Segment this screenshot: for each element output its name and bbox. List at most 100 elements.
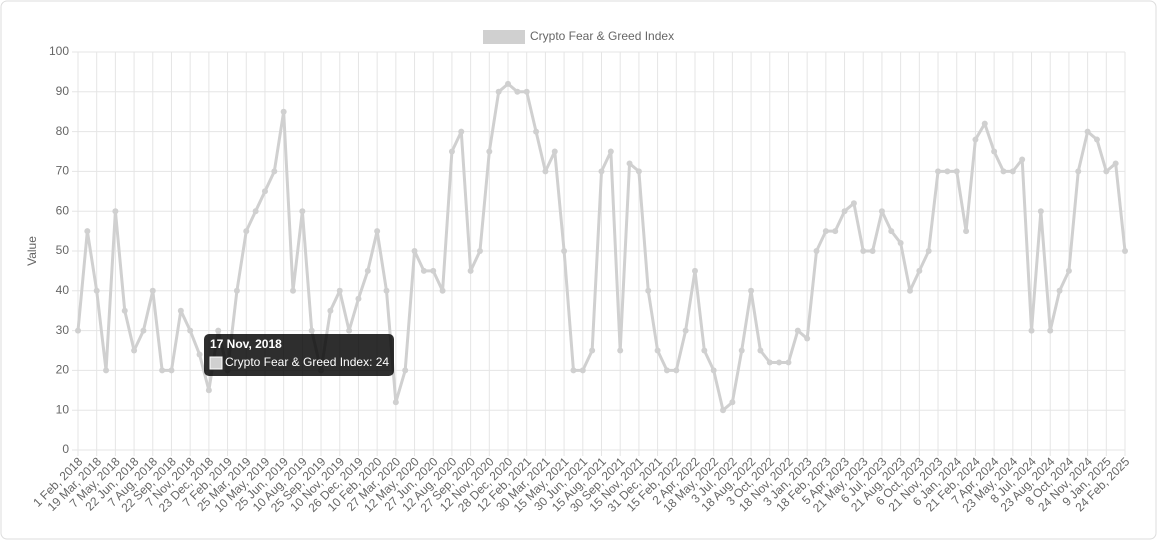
tooltip: 17 Nov, 2018 Crypto Fear & Greed Index: 2…	[204, 334, 394, 376]
tooltip-text: Crypto Fear & Greed Index: 24	[225, 355, 389, 369]
data-point	[598, 168, 605, 175]
data-point	[654, 347, 661, 354]
data-point	[103, 367, 110, 374]
data-point	[252, 208, 259, 215]
data-point	[523, 88, 530, 95]
data-point	[448, 148, 455, 155]
data-point	[420, 267, 427, 274]
data-point	[140, 327, 147, 334]
data-point	[906, 287, 913, 294]
data-point	[327, 307, 334, 314]
y-tick-label: 30	[56, 323, 70, 337]
data-point	[392, 399, 399, 406]
y-tick-label: 90	[56, 84, 70, 98]
data-point	[364, 267, 371, 274]
data-point	[1084, 128, 1091, 135]
data-point	[121, 307, 128, 314]
data-point	[542, 168, 549, 175]
legend-label: Crypto Fear & Greed Index	[530, 29, 674, 43]
data-point	[149, 287, 156, 294]
data-point	[1122, 248, 1128, 254]
tooltip-box	[204, 334, 394, 376]
data-point	[682, 327, 689, 334]
data-point	[476, 248, 483, 254]
data-point	[205, 387, 212, 394]
data-point	[308, 327, 315, 334]
y-tick-label: 100	[49, 44, 69, 58]
data-point	[935, 168, 942, 175]
y-tick-label: 70	[56, 164, 70, 178]
data-point	[869, 248, 876, 254]
data-point	[663, 367, 670, 374]
data-point	[280, 108, 287, 115]
data-point	[953, 168, 960, 175]
data-point	[551, 148, 558, 155]
data-point	[261, 188, 268, 195]
data-point	[430, 267, 437, 274]
data-point	[589, 347, 596, 354]
data-point	[579, 367, 586, 374]
data-point	[691, 267, 698, 274]
data-point	[1019, 156, 1026, 163]
data-point	[374, 228, 381, 235]
data-point	[299, 208, 306, 215]
data-point	[1009, 168, 1016, 175]
data-point	[383, 287, 390, 294]
data-point	[822, 228, 829, 235]
y-tick-label: 50	[56, 243, 70, 257]
data-point	[233, 287, 240, 294]
data-point	[1037, 208, 1044, 215]
data-point	[850, 200, 857, 207]
data-point	[159, 367, 166, 374]
data-point	[1047, 327, 1054, 334]
data-point	[738, 347, 745, 354]
data-point	[645, 287, 652, 294]
data-point	[972, 136, 979, 143]
data-point	[841, 208, 848, 215]
data-point	[533, 128, 540, 135]
data-point	[963, 228, 970, 235]
data-point	[804, 335, 811, 342]
data-point	[514, 88, 521, 95]
y-tick-label: 20	[56, 363, 70, 377]
y-tick-label: 0	[62, 442, 69, 456]
y-axis-label: Value	[25, 236, 39, 266]
data-point	[495, 88, 502, 95]
data-point	[177, 307, 184, 314]
data-point	[1028, 327, 1035, 334]
data-point	[290, 287, 297, 294]
data-point	[1065, 267, 1072, 274]
data-point	[187, 327, 194, 334]
data-point	[243, 228, 250, 235]
data-point	[916, 267, 923, 274]
data-point	[701, 347, 708, 354]
data-point	[215, 327, 222, 334]
data-point	[439, 287, 446, 294]
data-point	[112, 208, 119, 215]
data-point	[93, 287, 100, 294]
data-point	[776, 359, 783, 366]
data-point	[1103, 168, 1110, 175]
y-tick-label: 80	[56, 124, 70, 138]
data-point	[196, 351, 203, 358]
data-point	[505, 80, 512, 87]
data-point	[486, 148, 493, 155]
data-point	[1056, 287, 1063, 294]
data-point	[888, 228, 895, 235]
data-point	[617, 347, 624, 354]
data-point	[1075, 168, 1082, 175]
data-point	[710, 367, 717, 374]
data-point	[561, 248, 568, 254]
data-point	[897, 240, 904, 247]
data-point	[878, 208, 885, 215]
data-point	[626, 160, 633, 167]
data-point	[570, 367, 577, 374]
data-point	[607, 148, 614, 155]
data-point	[84, 228, 91, 235]
data-point	[1112, 160, 1119, 167]
data-point	[794, 327, 801, 334]
y-tick-label: 40	[56, 283, 70, 297]
legend-swatch	[483, 30, 525, 44]
data-point	[785, 359, 792, 366]
